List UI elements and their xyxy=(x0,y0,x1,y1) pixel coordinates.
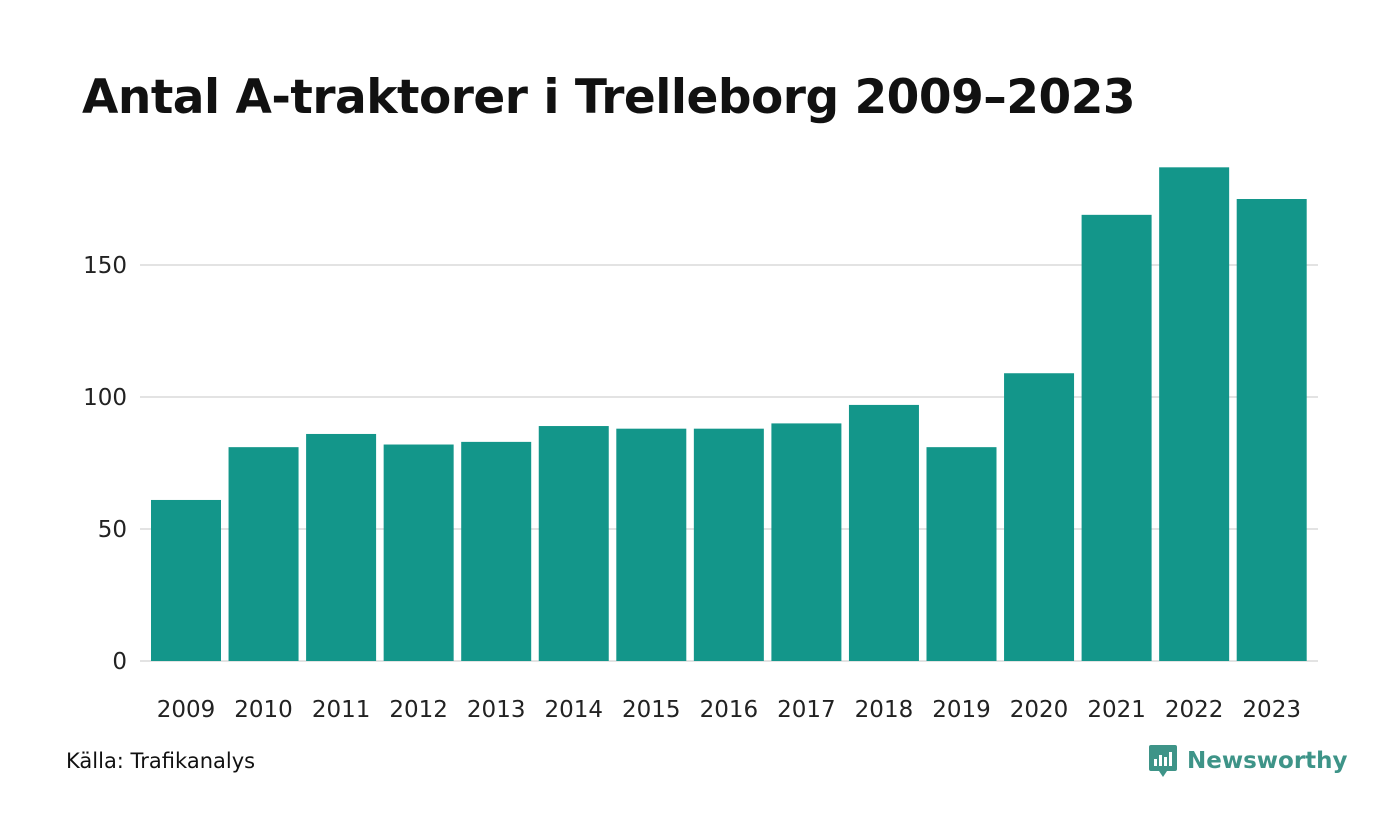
newsworthy-chart-bubble-icon xyxy=(1149,745,1177,777)
x-tick-label-2021: 2021 xyxy=(1087,697,1146,723)
bar-2017 xyxy=(771,423,842,661)
x-tick-label-2022: 2022 xyxy=(1165,697,1224,723)
bar-2013 xyxy=(461,441,532,661)
bar-2023 xyxy=(1236,199,1307,661)
source-note: Källa: Trafikanalys xyxy=(66,749,256,773)
x-tick-label-2011: 2011 xyxy=(312,697,371,723)
bar-2019 xyxy=(926,447,997,661)
bar-2016 xyxy=(693,428,764,661)
chart-title: Antal A-traktorer i Trelleborg 2009–2023 xyxy=(82,70,1136,125)
x-tick-label-2012: 2012 xyxy=(389,697,448,723)
bar-2012 xyxy=(383,444,454,661)
brand-logo: Newsworthy xyxy=(1148,744,1348,778)
bar-2021 xyxy=(1081,214,1152,661)
x-tick-label-2013: 2013 xyxy=(467,697,526,723)
brand-name: Newsworthy xyxy=(1187,748,1348,774)
bars xyxy=(151,167,1307,661)
x-tick-label-2009: 2009 xyxy=(157,697,216,723)
y-axis-ticks: 0 50 100 150 xyxy=(83,253,127,675)
x-tick-label-2019: 2019 xyxy=(932,697,991,723)
x-tick-label-2023: 2023 xyxy=(1242,697,1301,723)
y-tick-label-100: 100 xyxy=(83,385,127,411)
bar-2018 xyxy=(848,404,919,661)
bar-2022 xyxy=(1159,167,1230,661)
x-tick-label-2016: 2016 xyxy=(700,697,759,723)
bar-2011 xyxy=(306,433,377,661)
x-tick-label-2017: 2017 xyxy=(777,697,836,723)
x-tick-label-2015: 2015 xyxy=(622,697,681,723)
bar-2010 xyxy=(228,447,299,661)
x-tick-label-2018: 2018 xyxy=(855,697,914,723)
y-tick-label-150: 150 xyxy=(83,253,127,279)
x-tick-label-2014: 2014 xyxy=(544,697,603,723)
y-tick-label-50: 50 xyxy=(98,517,127,543)
bar-2009 xyxy=(151,499,221,661)
bar-2014 xyxy=(538,426,609,661)
bar-2020 xyxy=(1004,373,1075,661)
x-tick-label-2010: 2010 xyxy=(234,697,293,723)
x-tick-label-2020: 2020 xyxy=(1010,697,1069,723)
bar-2015 xyxy=(616,428,687,661)
y-tick-label-0: 0 xyxy=(112,649,127,675)
x-axis-ticks: 2009 2010 2011 2012 2013 2014 2015 2016 2017 2018… xyxy=(157,697,1301,723)
